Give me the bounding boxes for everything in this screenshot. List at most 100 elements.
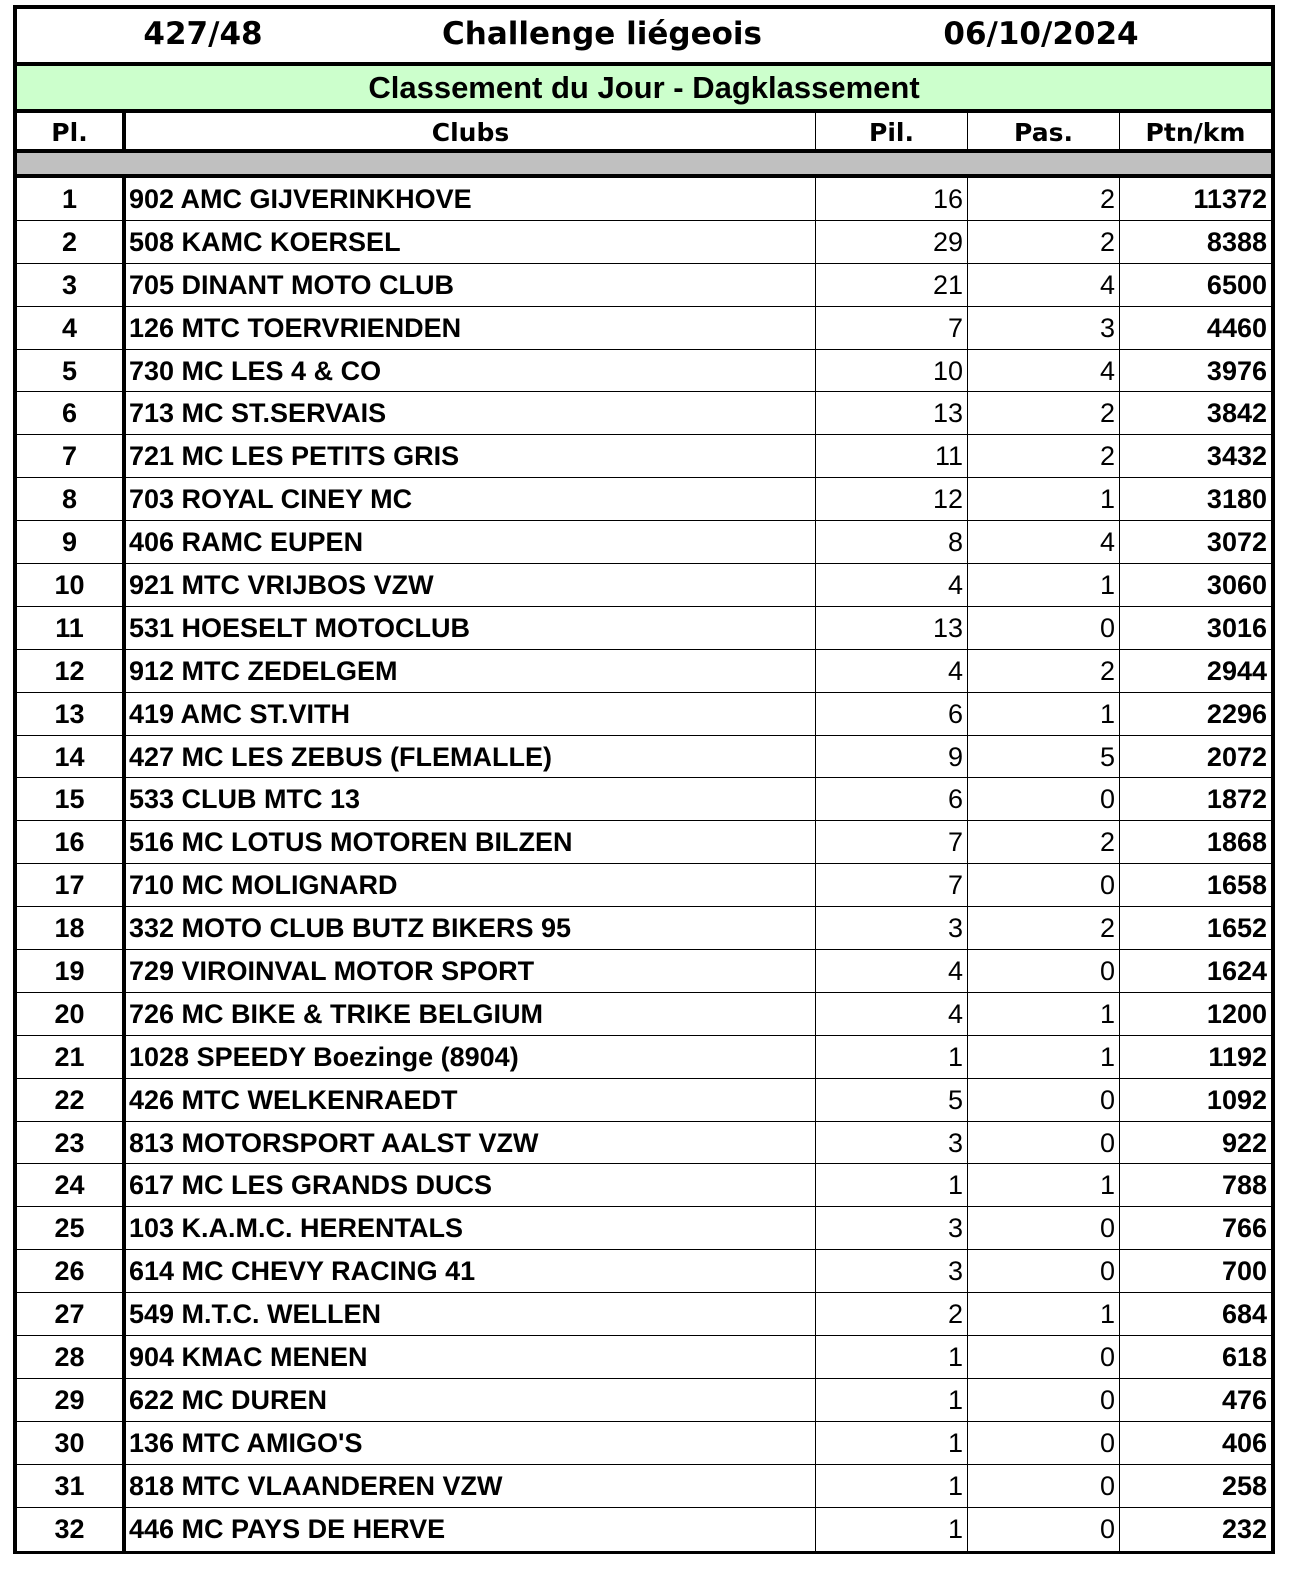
cell-points-km: 406 bbox=[1221, 1427, 1267, 1458]
cell-points-km: 3016 bbox=[1206, 612, 1267, 643]
cell-club: 508 KAMC KOERSEL bbox=[126, 220, 816, 263]
cell-pilots: 16 bbox=[816, 178, 968, 220]
cell-pilots: 10 bbox=[816, 349, 968, 392]
cell-points-km: 1872 bbox=[1206, 784, 1267, 815]
cell-club: 516 MC LOTUS MOTOREN BILZEN bbox=[126, 821, 816, 864]
cell-pilots: 13 bbox=[816, 606, 968, 649]
cell-pilots: 6 bbox=[816, 692, 968, 735]
table-row: 8 703 ROYAL CINEY MC 12 1 3180 bbox=[17, 478, 1271, 522]
cell-club: 729 VIROINVAL MOTOR SPORT bbox=[126, 950, 816, 992]
cell-points-km: 8388 bbox=[1206, 226, 1267, 257]
cell-club: 713 MC ST.SERVAIS bbox=[126, 392, 816, 435]
cell-points-km: 232 bbox=[1221, 1513, 1267, 1544]
cell-place: 32 bbox=[17, 1507, 126, 1551]
cell-club: 912 MTC ZEDELGEM bbox=[126, 649, 816, 692]
table-row: 25 103 K.A.M.C. HERENTALS 3 0 766 bbox=[17, 1207, 1271, 1251]
cell-place: 28 bbox=[17, 1336, 126, 1378]
cell-passengers: 1 bbox=[968, 992, 1120, 1035]
cell-place: 27 bbox=[17, 1293, 126, 1336]
cell-place: 5 bbox=[17, 349, 126, 392]
cell-pilots: 1 bbox=[816, 1336, 968, 1378]
cell-place: 22 bbox=[17, 1078, 126, 1121]
cell-points-km: 2944 bbox=[1206, 655, 1267, 686]
cell-pilots: 8 bbox=[816, 521, 968, 564]
cell-place: 4 bbox=[17, 306, 126, 349]
cell-place: 26 bbox=[17, 1250, 126, 1293]
cell-place: 15 bbox=[17, 778, 126, 821]
cell-passengers: 2 bbox=[968, 821, 1120, 864]
table-row: 23 813 MOTORSPORT AALST VZW 3 0 922 bbox=[17, 1121, 1271, 1165]
header-clubs: Clubs bbox=[126, 113, 816, 149]
cell-club: 813 MOTORSPORT AALST VZW bbox=[126, 1121, 816, 1164]
cell-place: 16 bbox=[17, 821, 126, 864]
table-row: 20 726 MC BIKE & TRIKE BELGIUM 4 1 1200 bbox=[17, 992, 1271, 1036]
cell-points-km: 3060 bbox=[1206, 570, 1267, 601]
cell-points-km: 618 bbox=[1221, 1342, 1267, 1373]
cell-passengers: 2 bbox=[968, 435, 1120, 478]
cell-place: 29 bbox=[17, 1378, 126, 1421]
column-headers: Pl. Clubs Pil. Pas. Ptn/km bbox=[17, 113, 1271, 153]
cell-place: 21 bbox=[17, 1035, 126, 1078]
table-row: 29 622 MC DUREN 1 0 476 bbox=[17, 1378, 1271, 1422]
cell-club: 103 K.A.M.C. HERENTALS bbox=[126, 1207, 816, 1250]
cell-points-km: 1624 bbox=[1206, 956, 1267, 987]
cell-place: 12 bbox=[17, 649, 126, 692]
table-row: 5 730 MC LES 4 & CO 10 4 3976 bbox=[17, 349, 1271, 393]
cell-club: 549 M.T.C. WELLEN bbox=[126, 1293, 816, 1336]
table-row: 32 446 MC PAYS DE HERVE 1 0 232 bbox=[17, 1507, 1271, 1551]
cell-place: 25 bbox=[17, 1207, 126, 1250]
cell-passengers: 2 bbox=[968, 907, 1120, 950]
cell-club: 818 MTC VLAANDEREN VZW bbox=[126, 1464, 816, 1507]
title-row: 427/48 Challenge liégeois 06/10/2024 bbox=[17, 9, 1271, 66]
cell-club: 1028 SPEEDY Boezinge (8904) bbox=[126, 1035, 816, 1078]
cell-pilots: 1 bbox=[816, 1164, 968, 1207]
table-row: 9 406 RAMC EUPEN 8 4 3072 bbox=[17, 521, 1271, 565]
cell-club: 705 DINANT MOTO CLUB bbox=[126, 263, 816, 306]
cell-points-km: 11372 bbox=[1193, 184, 1267, 214]
cell-points-km: 1092 bbox=[1206, 1084, 1267, 1115]
cell-pilots: 7 bbox=[816, 306, 968, 349]
cell-club: 406 RAMC EUPEN bbox=[126, 521, 816, 564]
cell-club: 617 MC LES GRANDS DUCS bbox=[126, 1164, 816, 1207]
cell-passengers: 2 bbox=[968, 392, 1120, 435]
table-row: 22 426 MTC WELKENRAEDT 5 0 1092 bbox=[17, 1078, 1271, 1122]
cell-points-km: 3842 bbox=[1206, 398, 1267, 429]
table-row: 21 1028 SPEEDY Boezinge (8904) 1 1 1192 bbox=[17, 1035, 1271, 1079]
cell-place: 30 bbox=[17, 1421, 126, 1464]
cell-club: 419 AMC ST.VITH bbox=[126, 692, 816, 735]
cell-pilots: 6 bbox=[816, 778, 968, 821]
cell-passengers: 4 bbox=[968, 263, 1120, 306]
cell-pilots: 1 bbox=[816, 1507, 968, 1551]
cell-place: 1 bbox=[17, 178, 126, 220]
cell-pilots: 9 bbox=[816, 735, 968, 778]
cell-pilots: 4 bbox=[816, 649, 968, 692]
cell-passengers: 0 bbox=[968, 778, 1120, 821]
cell-club: 332 MOTO CLUB BUTZ BIKERS 95 bbox=[126, 907, 816, 950]
cell-passengers: 0 bbox=[968, 1121, 1120, 1164]
table-body: 1 902 AMC GIJVERINKHOVE 16 2 11372 2 508 KAMC … bbox=[17, 178, 1271, 1551]
table-row: 1 902 AMC GIJVERINKHOVE 16 2 11372 bbox=[17, 178, 1271, 221]
cell-club: 531 HOESELT MOTOCLUB bbox=[126, 606, 816, 649]
cell-pilots: 5 bbox=[816, 1078, 968, 1121]
cell-pilots: 3 bbox=[816, 1121, 968, 1164]
cell-place: 17 bbox=[17, 864, 126, 907]
cell-points-km: 3976 bbox=[1206, 355, 1267, 386]
cell-pilots: 2 bbox=[816, 1293, 968, 1336]
separator-row bbox=[17, 153, 1271, 178]
cell-points-km: 4460 bbox=[1206, 312, 1267, 343]
cell-points-km: 766 bbox=[1221, 1213, 1267, 1244]
cell-place: 7 bbox=[17, 435, 126, 478]
cell-points-km: 3072 bbox=[1206, 527, 1267, 558]
cell-points-km: 1192 bbox=[1208, 1041, 1267, 1072]
event-date: 06/10/2024 bbox=[943, 16, 1139, 52]
cell-club: 427 MC LES ZEBUS (FLEMALLE) bbox=[126, 735, 816, 778]
table-row: 7 721 MC LES PETITS GRIS 11 2 3432 bbox=[17, 435, 1271, 479]
cell-club: 703 ROYAL CINEY MC bbox=[126, 478, 816, 521]
table-row: 27 549 M.T.C. WELLEN 2 1 684 bbox=[17, 1293, 1271, 1337]
table-row: 28 904 KMAC MENEN 1 0 618 bbox=[17, 1336, 1271, 1379]
table-row: 14 427 MC LES ZEBUS (FLEMALLE) 9 5 2072 bbox=[17, 735, 1271, 779]
cell-club: 446 MC PAYS DE HERVE bbox=[126, 1507, 816, 1551]
cell-pilots: 7 bbox=[816, 864, 968, 907]
cell-place: 19 bbox=[17, 950, 126, 992]
cell-place: 18 bbox=[17, 907, 126, 950]
